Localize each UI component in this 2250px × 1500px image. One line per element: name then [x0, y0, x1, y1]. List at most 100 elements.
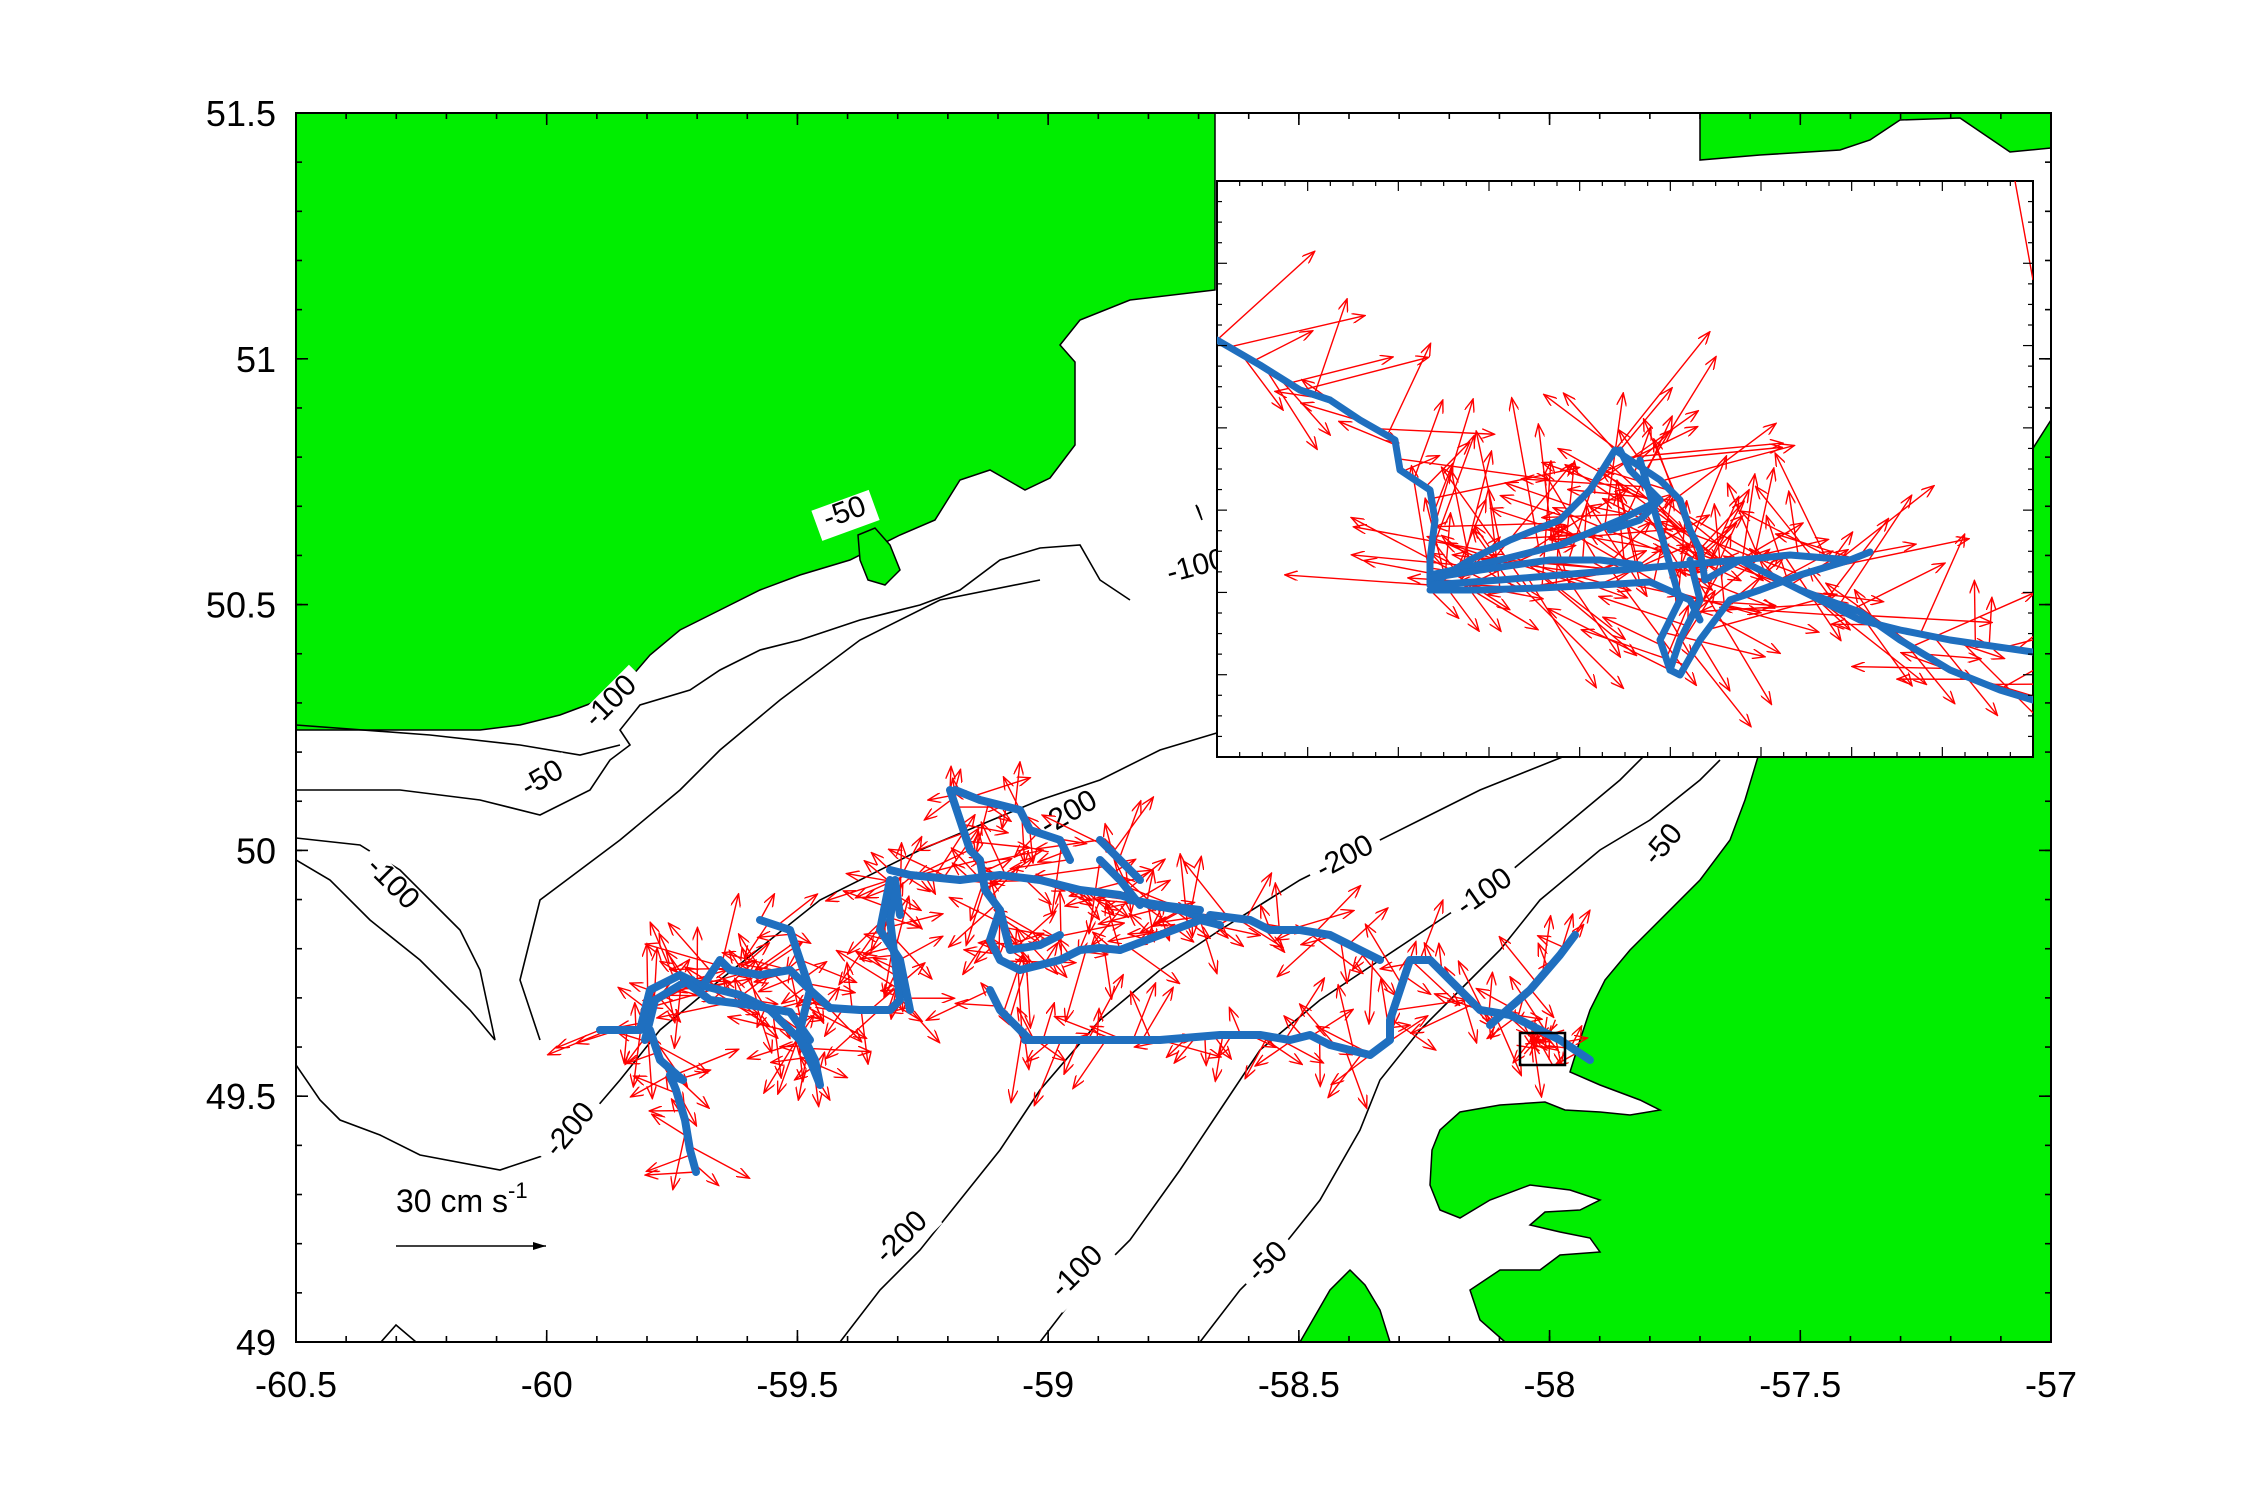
inset-vector-arrow [1715, 617, 1780, 653]
current-vector-arrow [1530, 988, 1554, 1017]
inset-background [1216, 180, 2034, 758]
current-vector-arrow [1033, 865, 1107, 876]
current-vector-arrow [1538, 943, 1549, 970]
current-vector-arrow [1042, 1003, 1054, 1041]
current-vector-arrow [1132, 983, 1156, 1041]
contour-label-bg [1444, 859, 1528, 931]
inset-vector-arrow [1852, 563, 1945, 610]
current-vector-arrow [917, 832, 965, 851]
current-vector-arrow [1073, 1039, 1107, 1088]
current-vector-arrow [860, 1009, 868, 1064]
current-vector-arrow [1135, 880, 1170, 901]
inset-vector-arrow [1852, 667, 1948, 669]
land-islet [857, 527, 901, 586]
current-vector-arrow [981, 859, 1012, 874]
inset-vector-arrow [1429, 589, 1459, 618]
x-tick-label: -59.5 [756, 1364, 838, 1405]
current-vector-arrow [809, 1048, 871, 1051]
y-tick-label: 50.5 [206, 585, 276, 626]
current-vector-arrow [1118, 801, 1141, 860]
current-vector-arrow [1198, 916, 1217, 973]
current-vector-arrow [1042, 815, 1107, 847]
current-vector-arrow [1339, 940, 1348, 983]
axis-ticks [295, 112, 2052, 1343]
current-vector-arrow [1112, 797, 1154, 854]
current-vector-arrow [917, 849, 971, 875]
contour-label-bg [1236, 1231, 1303, 1297]
current-vector-arrow [688, 1145, 749, 1178]
contour-label-bg [351, 846, 430, 925]
current-vector-arrow [1369, 956, 1373, 1023]
inset-vector-arrow [1558, 449, 1657, 505]
current-vector-arrow [764, 1032, 802, 1093]
current-vector-arrow [1540, 1044, 1554, 1066]
x-tick-label: -57.5 [1759, 1364, 1841, 1405]
inset-vector-arrow [1471, 589, 1538, 630]
inset-vector-arrow [1433, 399, 1473, 527]
inset-vector-arrow [2002, 639, 2033, 649]
contour-label-bg [1040, 1234, 1118, 1313]
current-vector-arrow [955, 1003, 999, 1006]
inset-vector-arrow [1217, 251, 1315, 341]
contour-label-bg [811, 489, 880, 541]
inset-vector-arrow [1698, 640, 1729, 691]
inset-vector-arrow [1923, 654, 1981, 659]
contour-label-bg [573, 664, 652, 743]
inset-vector-arrow [1285, 575, 1431, 586]
current-vector-arrow [1131, 991, 1152, 1041]
land-north-shore [296, 113, 1216, 731]
current-vector-arrow [1300, 1004, 1337, 1048]
current-vector-arrow [1011, 1032, 1024, 1102]
current-vector-arrow [1489, 972, 1492, 1012]
current-vector-arrow [975, 802, 990, 854]
inset-vector-arrow [1919, 534, 1964, 635]
inset-vector-arrow [1720, 607, 1853, 618]
current-vector-arrow [949, 897, 997, 922]
current-vector-arrow [1183, 861, 1229, 918]
current-vector-arrow [971, 778, 1031, 798]
current-vector-arrow [755, 942, 795, 971]
current-vector-arrow [1523, 1036, 1541, 1055]
inset-vector-arrow [1603, 617, 1663, 647]
current-vector-arrow [1066, 949, 1087, 1021]
y-tick-label: 50 [236, 830, 276, 871]
inset-vector-arrow [1240, 353, 1283, 410]
inset-vector-arrow [1252, 331, 1313, 362]
current-vector-arrow [652, 1114, 689, 1138]
contour-label-bg [509, 752, 579, 811]
current-vector-arrow [1275, 883, 1279, 931]
inset-vector-arrow [1339, 421, 1397, 446]
inset-vector-arrow [1838, 495, 1911, 605]
current-vector-arrow [1460, 990, 1477, 1043]
current-vector-arrow [825, 1008, 844, 1036]
y-tick-label: 51 [236, 339, 276, 380]
x-tick-label: -59 [1022, 1364, 1074, 1405]
current-vector-arrow [1174, 1036, 1197, 1063]
current-vector-arrow [657, 1001, 730, 1017]
plot-frame [295, 112, 2052, 1343]
inset-vector-arrow [1589, 506, 1631, 516]
inset-vector-arrow [1351, 555, 1472, 567]
x-axis-tick-labels: -60.5 -60 -59.5 -59 -58.5 -58 -57.5 -57 [255, 1364, 2077, 1405]
current-vector-arrow [668, 923, 713, 973]
inset-vector-arrow [1673, 456, 1727, 582]
current-vector-arrow [1499, 937, 1537, 983]
inset-vector-arrow [1619, 388, 1672, 451]
current-vector-arrow [1320, 1039, 1321, 1087]
inset-vector-arrow [1512, 398, 1540, 551]
current-vector-arrow [1365, 924, 1403, 986]
ship-track [596, 786, 1594, 1176]
current-vector-arrow [635, 1003, 636, 1031]
inset-vector-arrow [1741, 511, 1842, 564]
inset-vector-arrow [1610, 522, 1651, 562]
inset-panel [1216, 180, 2034, 758]
current-vector-arrow [776, 894, 817, 927]
current-vector-arrow [624, 1029, 627, 1063]
current-vector-arrow [1531, 1037, 1541, 1046]
current-vector-arrow [721, 894, 738, 963]
y-tick-label: 49 [236, 1322, 276, 1363]
current-vector-arrow [758, 934, 792, 937]
current-vector-arrow [951, 848, 980, 879]
scale-label: 30 cm s-1 [396, 1178, 528, 1219]
scale-vector: 30 cm s-1 [396, 1178, 546, 1250]
